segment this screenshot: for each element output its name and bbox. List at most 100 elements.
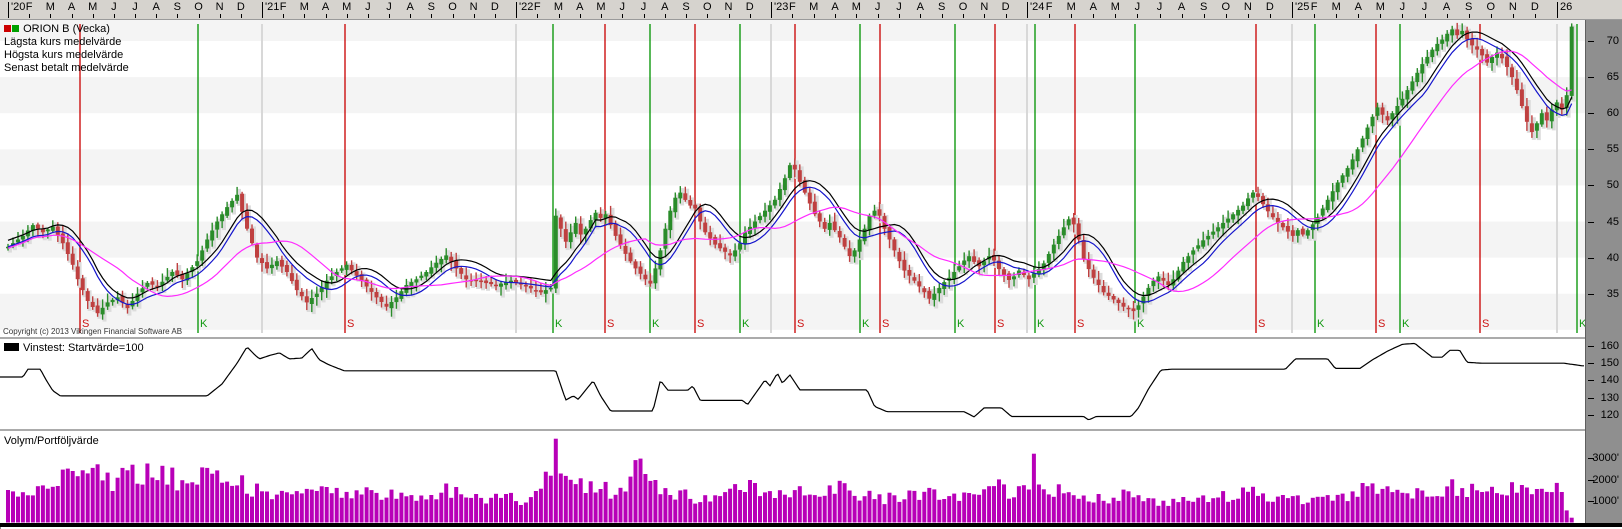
signal-letter-sell: S <box>1258 318 1265 330</box>
month-label: A <box>831 1 839 13</box>
year-label: '25 <box>1295 1 1310 13</box>
profit-test-panel[interactable]: Vinstest: Startvärde=100 <box>0 339 1622 429</box>
month-label: S <box>1199 1 1208 13</box>
profit-test-legend: Vinstest: Startvärde=100 <box>4 342 144 354</box>
month-label: D <box>1001 1 1010 13</box>
signal-letter-buy: K <box>957 318 965 330</box>
month-label: N <box>980 1 989 13</box>
month-label: J <box>111 1 117 13</box>
month-label: M <box>1331 1 1341 13</box>
signal-letter-buy: K <box>200 318 208 330</box>
signal-letter-buy: K <box>1579 318 1587 330</box>
month-label: J <box>1156 1 1163 13</box>
scale-tick-label: 3000' <box>1592 452 1619 464</box>
month-label: D <box>745 1 754 13</box>
month-label: J <box>619 1 626 13</box>
volume-panel-label: Volym/Portföljvärde <box>4 435 99 447</box>
month-label: S <box>1464 1 1473 13</box>
signal-letter-buy: K <box>555 318 563 330</box>
month-label: M <box>299 1 309 13</box>
scale-tick-label: 65 <box>1606 71 1619 84</box>
signal-letter-buy: K <box>1402 318 1410 330</box>
legend-item-hogsta: Högsta kurs medelvärde <box>4 49 124 61</box>
month-label: J <box>874 1 881 13</box>
month-label: D <box>236 1 245 13</box>
month-label: A <box>406 1 414 13</box>
scale-tick-label: 1000' <box>1592 495 1619 507</box>
month-label: J <box>132 1 138 13</box>
month-label: A <box>576 1 584 13</box>
signal-letter-sell: S <box>347 318 354 330</box>
year-label: '20 <box>11 1 26 13</box>
scale-tick-label: 160 <box>1600 340 1619 352</box>
year-label: '21 <box>265 1 280 13</box>
month-label: N <box>724 1 733 13</box>
volume-canvas[interactable] <box>0 431 1622 523</box>
black-series-swatch-icon <box>4 343 19 351</box>
month-label: A <box>321 1 330 13</box>
profit-test-label: Vinstest: Startvärde=100 <box>23 342 144 354</box>
scale-tick-label: 70 <box>1606 35 1619 47</box>
scale-tick-label: 55 <box>1606 143 1619 156</box>
month-label: M <box>596 1 606 13</box>
month-label: J <box>896 1 902 13</box>
profit-test-canvas[interactable] <box>0 339 1622 429</box>
signal-letter-buy: K <box>652 318 660 330</box>
month-label: A <box>1177 1 1186 13</box>
month-label: N <box>1243 1 1252 13</box>
month-label: O <box>702 1 712 13</box>
signal-letter-sell: S <box>1378 318 1385 330</box>
month-label: M <box>1066 1 1076 13</box>
month-label: O <box>1221 1 1231 13</box>
signal-letter-buy: K <box>742 318 750 330</box>
scale-tick-label: 40 <box>1606 251 1619 264</box>
volume-panel[interactable]: Volym/Portföljvärde <box>0 431 1622 523</box>
month-label: N <box>1508 1 1517 13</box>
month-label: A <box>661 1 669 13</box>
month-label: S <box>173 1 181 13</box>
month-label: F <box>533 1 541 13</box>
signal-letter-sell: S <box>997 318 1004 330</box>
signal-letter-buy: K <box>1317 318 1325 330</box>
month-label: J <box>1399 1 1406 13</box>
month-label: D <box>490 1 499 13</box>
signal-letter-sell: S <box>797 318 804 330</box>
red-series-swatch-icon <box>4 25 11 32</box>
month-label: M <box>342 1 352 13</box>
panel-separator <box>0 429 1622 431</box>
scale-tick-label: 50 <box>1606 179 1619 192</box>
year-label: '22 <box>519 1 534 13</box>
scale-tick-label: 2000' <box>1592 473 1619 486</box>
month-label: J <box>640 1 647 13</box>
signal-letter-sell: S <box>607 318 614 330</box>
price-legend: ORION B (Vecka) Lägsta kurs medelvärde H… <box>4 23 129 75</box>
month-label: M <box>1375 1 1385 13</box>
legend-item-senast: Senast betalt medelvärde <box>4 62 129 74</box>
green-series-swatch-icon <box>12 25 19 32</box>
month-label: O <box>194 1 203 13</box>
symbol-title-row: ORION B (Vecka) <box>4 23 129 36</box>
scale-tick-label: 35 <box>1606 287 1619 300</box>
month-label: O <box>958 1 968 13</box>
month-label: F <box>25 1 33 13</box>
month-label: J <box>1421 1 1428 13</box>
month-label: O <box>448 1 457 13</box>
scale-tick-label: 45 <box>1606 215 1619 228</box>
signal-letter-sell: S <box>882 318 889 330</box>
month-label: M <box>851 1 861 13</box>
scale-tick-label: 150 <box>1600 357 1619 370</box>
month-label: F <box>788 1 796 13</box>
month-label: S <box>682 1 690 13</box>
month-label: F <box>1045 1 1053 13</box>
month-label: M <box>88 1 98 13</box>
signal-letter-sell: S <box>1482 318 1489 330</box>
month-label: F <box>279 1 287 13</box>
copyright-text: Copyright (c) 2013 Vikingen Financial So… <box>3 327 183 336</box>
year-label: 26 <box>1560 1 1573 13</box>
month-label: S <box>937 1 946 13</box>
month-label: A <box>916 1 924 13</box>
signal-letter-sell: S <box>697 318 704 330</box>
month-label: M <box>553 1 564 13</box>
